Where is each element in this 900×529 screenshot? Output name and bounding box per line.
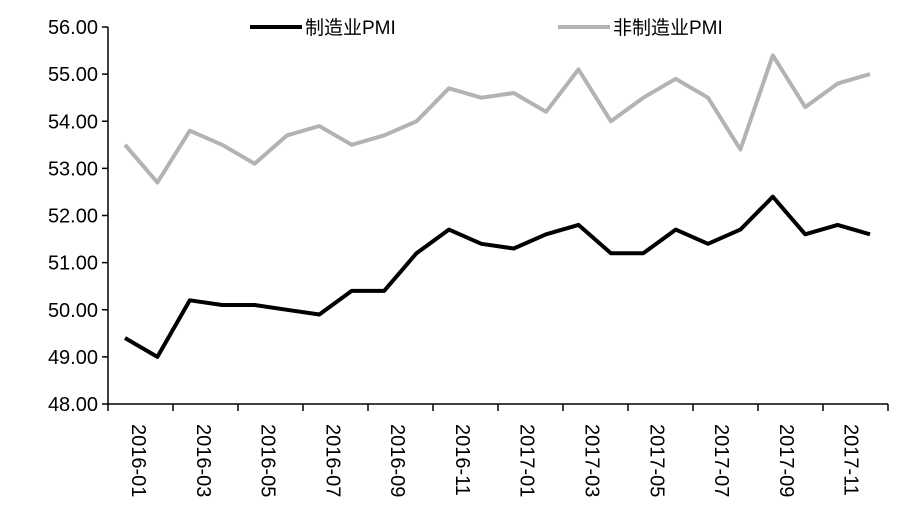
series-layer <box>123 53 871 359</box>
y-tick-label: 52.00 <box>48 206 98 228</box>
legend-item-manufacturing: 制造业PMI <box>250 17 396 39</box>
x-tick-label: 2016-11 <box>451 424 473 496</box>
series-line-manufacturing <box>123 194 871 359</box>
y-tick-label: 49.00 <box>48 347 98 369</box>
x-ticks: 2016-01 2016-03 2016-05 2016-07 2016-09 2016-… <box>107 404 889 497</box>
x-tick-label: 2017-03 <box>580 424 602 497</box>
legend-item-nonmanufacturing: 非制造业PMI <box>558 17 723 39</box>
y-tick-label: 54.00 <box>48 111 98 133</box>
y-ticks: 48.00 49.00 50.00 51.00 52.00 53.00 54.00 55.00… <box>48 17 108 416</box>
y-tick-label: 53.00 <box>48 158 98 180</box>
axes <box>107 27 888 405</box>
series-line-nonmanufacturing <box>123 53 871 185</box>
y-tick-label: 55.00 <box>48 64 98 86</box>
x-tick-label: 2016-05 <box>257 424 279 497</box>
x-tick-label: 2016-03 <box>192 424 214 497</box>
x-tick-label: 2016-01 <box>127 424 149 497</box>
x-tick-label: 2016-07 <box>321 424 343 497</box>
x-tick-label: 2017-09 <box>775 424 797 497</box>
x-tick-label: 2017-01 <box>516 424 538 497</box>
legend: 制造业PMI 非制造业PMI <box>250 17 723 39</box>
x-tick-label: 2016-09 <box>386 424 408 497</box>
y-tick-label: 50.00 <box>48 300 98 322</box>
x-tick-label: 2017-05 <box>645 424 667 497</box>
x-tick-label: 2017-07 <box>710 424 732 497</box>
y-tick-label: 51.00 <box>48 253 98 275</box>
x-tick-label: 2017-11 <box>840 424 862 496</box>
legend-label-manufacturing: 制造业PMI <box>305 17 396 39</box>
y-tick-label: 48.00 <box>48 394 98 416</box>
legend-label-nonmanufacturing: 非制造业PMI <box>613 17 723 39</box>
y-tick-label: 56.00 <box>48 17 98 39</box>
